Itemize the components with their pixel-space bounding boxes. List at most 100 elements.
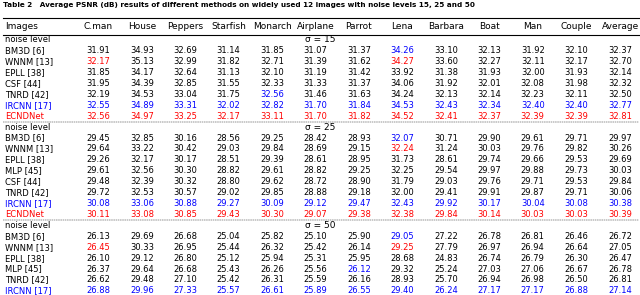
Text: 33.08: 33.08 [130,210,154,219]
Text: 26.50: 26.50 [564,276,588,284]
Text: 29.64: 29.64 [130,265,154,273]
Text: 34.26: 34.26 [390,46,414,55]
Text: 32.40: 32.40 [564,101,588,110]
Text: 33.06: 33.06 [130,199,154,208]
Text: BM3D [6]: BM3D [6] [5,232,45,241]
Text: Monarch: Monarch [253,22,291,31]
Text: 32.37: 32.37 [477,112,501,121]
Text: 27.17: 27.17 [477,286,501,295]
Text: 31.63: 31.63 [347,90,371,99]
Text: 29.76: 29.76 [521,145,545,153]
Text: 29.45: 29.45 [86,134,110,142]
Text: 27.03: 27.03 [477,265,501,273]
Text: 30.32: 30.32 [173,177,197,186]
Text: 26.32: 26.32 [260,243,284,252]
Text: 29.71: 29.71 [521,177,545,186]
Text: 26.26: 26.26 [260,265,284,273]
Text: Table 2   Average PSNR (dB) results of different methods on widely used 12 image: Table 2 Average PSNR (dB) results of dif… [3,2,475,8]
Text: 26.10: 26.10 [86,254,110,263]
Text: 29.96: 29.96 [130,286,154,295]
Text: TNRD [42]: TNRD [42] [5,90,49,99]
Text: 29.87: 29.87 [521,188,545,197]
Text: 30.26: 30.26 [609,145,632,153]
Text: 32.55: 32.55 [86,101,110,110]
Text: 32.07: 32.07 [390,134,414,142]
Text: 30.30: 30.30 [260,210,284,219]
Text: 29.74: 29.74 [477,155,501,164]
Text: noise level: noise level [5,221,51,230]
Text: BM3D [6]: BM3D [6] [5,134,45,142]
Text: 32.23: 32.23 [521,90,545,99]
Text: 32.64: 32.64 [173,68,197,77]
Text: 27.22: 27.22 [434,232,458,241]
Text: 29.82: 29.82 [564,145,588,153]
Text: 26.14: 26.14 [347,243,371,252]
Text: 34.39: 34.39 [130,79,154,88]
Text: 29.05: 29.05 [390,232,414,241]
Text: 29.39: 29.39 [260,155,284,164]
Text: 32.17: 32.17 [86,57,110,66]
Text: 32.11: 32.11 [521,57,545,66]
Text: 25.12: 25.12 [217,254,241,263]
Text: 31.91: 31.91 [86,46,110,55]
Text: 30.42: 30.42 [173,145,197,153]
Text: 32.10: 32.10 [260,68,284,77]
Text: 30.03: 30.03 [477,145,501,153]
Text: House: House [127,22,156,31]
Text: 26.47: 26.47 [609,254,632,263]
Text: 27.14: 27.14 [609,286,632,295]
Text: 29.40: 29.40 [390,286,414,295]
Text: 32.43: 32.43 [390,199,414,208]
Text: 31.38: 31.38 [434,68,458,77]
Text: 30.06: 30.06 [609,188,632,197]
Text: 29.07: 29.07 [303,210,328,219]
Text: 32.37: 32.37 [609,46,632,55]
Text: 28.61: 28.61 [434,155,458,164]
Text: EPLL [38]: EPLL [38] [5,254,45,263]
Text: 25.44: 25.44 [217,243,241,252]
Text: WNNM [13]: WNNM [13] [5,57,53,66]
Text: 26.88: 26.88 [86,286,110,295]
Text: 29.12: 29.12 [304,199,327,208]
Text: 28.69: 28.69 [303,145,328,153]
Text: 29.53: 29.53 [564,177,588,186]
Text: 26.61: 26.61 [260,286,284,295]
Text: 31.46: 31.46 [303,90,328,99]
Text: 27.05: 27.05 [609,243,632,252]
Text: 29.76: 29.76 [477,177,501,186]
Text: 26.80: 26.80 [173,254,197,263]
Text: 31.75: 31.75 [217,90,241,99]
Text: 29.25: 29.25 [347,166,371,175]
Text: 31.07: 31.07 [303,46,328,55]
Text: 30.17: 30.17 [477,199,501,208]
Text: 31.93: 31.93 [477,68,501,77]
Text: 34.93: 34.93 [130,46,154,55]
Text: 33.31: 33.31 [173,101,197,110]
Text: 25.59: 25.59 [304,276,327,284]
Text: 26.94: 26.94 [521,243,545,252]
Text: 34.17: 34.17 [130,68,154,77]
Text: IRCNN [17]: IRCNN [17] [5,286,52,295]
Text: 25.90: 25.90 [347,232,371,241]
Text: 32.13: 32.13 [434,90,458,99]
Text: 32.17: 32.17 [217,112,241,121]
Text: 31.70: 31.70 [303,112,328,121]
Text: 29.69: 29.69 [130,232,154,241]
Text: 29.54: 29.54 [434,166,458,175]
Text: 32.01: 32.01 [477,79,501,88]
Text: 26.67: 26.67 [564,265,588,273]
Text: Boat: Boat [479,22,500,31]
Text: 30.33: 30.33 [130,243,154,252]
Text: 34.27: 34.27 [390,57,414,66]
Text: 31.14: 31.14 [217,46,241,55]
Text: 30.57: 30.57 [173,188,197,197]
Text: 29.25: 29.25 [390,243,414,252]
Text: 32.34: 32.34 [477,101,501,110]
Text: Lena: Lena [392,22,413,31]
Text: 26.55: 26.55 [347,286,371,295]
Text: 29.53: 29.53 [564,155,588,164]
Text: 29.92: 29.92 [434,199,458,208]
Text: 25.95: 25.95 [347,254,371,263]
Text: 30.85: 30.85 [173,210,197,219]
Text: 31.92: 31.92 [521,46,545,55]
